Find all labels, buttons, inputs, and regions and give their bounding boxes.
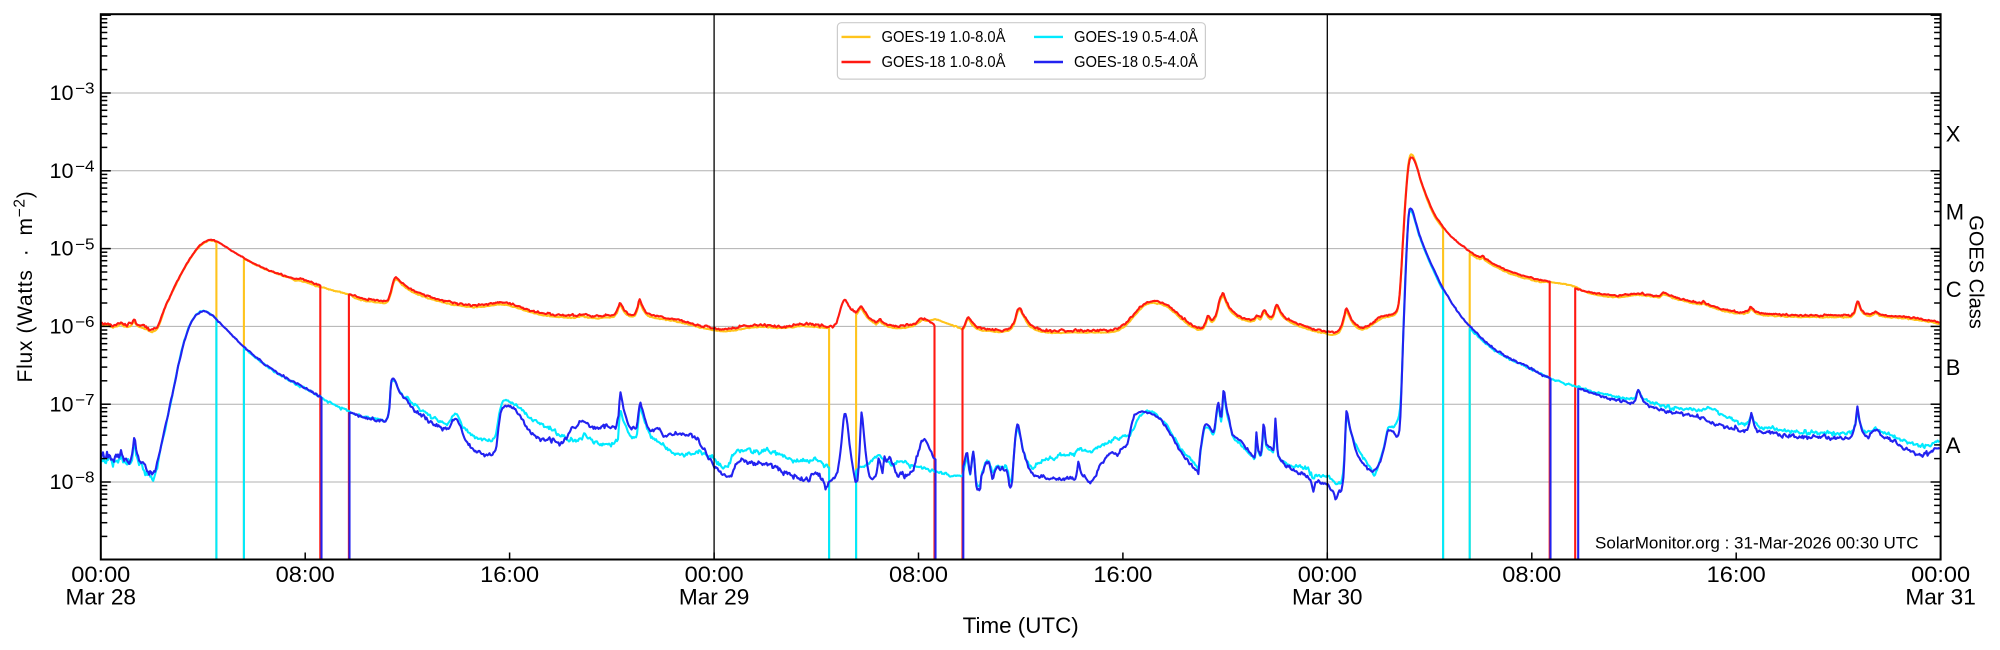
svg-text:10: 10	[50, 160, 74, 183]
svg-text:10: 10	[50, 238, 74, 261]
svg-text:16:00: 16:00	[1093, 562, 1152, 587]
svg-text:−5: −5	[75, 236, 95, 253]
svg-text:B: B	[1946, 355, 1961, 380]
svg-text:10: 10	[50, 471, 74, 494]
svg-text:Mar 28: Mar 28	[66, 585, 137, 610]
svg-text:GOES-18 0.5-4.0Å: GOES-18 0.5-4.0Å	[1074, 52, 1198, 71]
svg-text:GOES-19 0.5-4.0Å: GOES-19 0.5-4.0Å	[1074, 27, 1198, 46]
svg-text:08:00: 08:00	[276, 562, 335, 587]
svg-text:GOES-18 1.0-8.0Å: GOES-18 1.0-8.0Å	[882, 52, 1006, 71]
svg-text:GOES Class: GOES Class	[1965, 215, 1987, 329]
svg-text:Mar 31: Mar 31	[1905, 585, 1976, 610]
svg-text:00:00: 00:00	[685, 562, 744, 587]
svg-text:A: A	[1946, 433, 1961, 458]
svg-text:M: M	[1946, 199, 1964, 224]
svg-text:16:00: 16:00	[1707, 562, 1766, 587]
svg-text:X: X	[1946, 122, 1961, 147]
svg-text:−4: −4	[75, 159, 95, 176]
svg-text:10: 10	[50, 393, 74, 416]
svg-text:10: 10	[50, 82, 74, 105]
svg-text:−3: −3	[75, 81, 95, 98]
svg-text:−6: −6	[75, 314, 95, 331]
svg-text:GOES-19 1.0-8.0Å: GOES-19 1.0-8.0Å	[882, 27, 1006, 46]
svg-text:Flux (Watts · m−2): Flux (Watts · m−2)	[12, 191, 38, 383]
svg-text:16:00: 16:00	[480, 562, 539, 587]
svg-text:−8: −8	[75, 470, 95, 487]
svg-text:−7: −7	[75, 392, 95, 409]
svg-text:00:00: 00:00	[71, 562, 130, 587]
svg-text:C: C	[1946, 277, 1962, 302]
svg-text:Mar 29: Mar 29	[679, 585, 750, 610]
svg-text:00:00: 00:00	[1298, 562, 1357, 587]
svg-text:08:00: 08:00	[1502, 562, 1561, 587]
svg-text:Time (UTC): Time (UTC)	[963, 613, 1079, 638]
svg-text:08:00: 08:00	[889, 562, 948, 587]
svg-text:10: 10	[50, 316, 74, 339]
svg-text:00:00: 00:00	[1911, 562, 1970, 587]
svg-text:SolarMonitor.org : 31-Mar-2026: SolarMonitor.org : 31-Mar-2026 00:30 UTC	[1595, 534, 1919, 553]
svg-text:Mar 30: Mar 30	[1292, 585, 1363, 610]
